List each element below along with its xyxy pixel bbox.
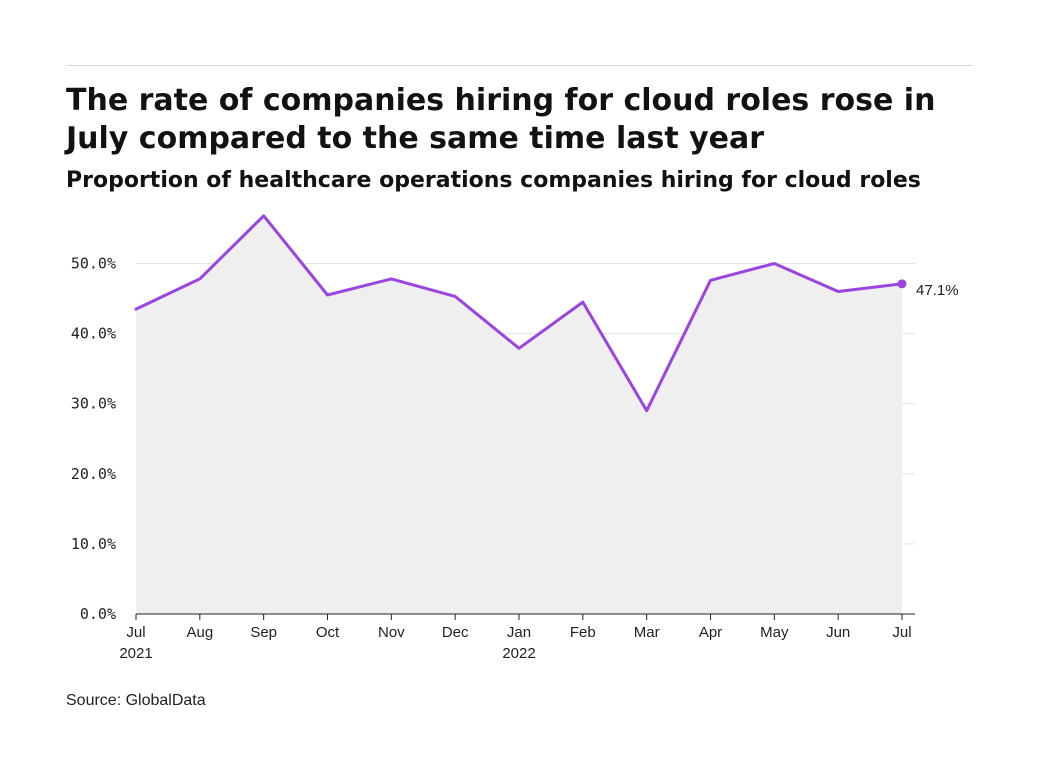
x-tick-label: Jan (507, 624, 531, 641)
x-tick-label: Oct (316, 624, 340, 641)
last-data-point (897, 279, 907, 289)
x-tick-label: Nov (378, 624, 405, 641)
y-tick-label: 50.0% (71, 255, 116, 273)
y-tick-label: 30.0% (71, 395, 116, 413)
x-tick-year-label: 2021 (119, 645, 152, 662)
x-tick-label: Dec (442, 624, 469, 641)
end-value-label: 47.1% (916, 282, 959, 299)
y-tick-label: 40.0% (71, 325, 116, 343)
x-tick-label: Apr (699, 624, 722, 641)
area-fill (136, 215, 902, 615)
y-tick-label: 20.0% (71, 465, 116, 483)
axes (135, 613, 915, 620)
top-rule (66, 65, 973, 66)
x-tick-labels: Jul 2021 Aug Sep Oct Nov Dec Jan 2022 Feb Mar Apr Ma… (119, 624, 911, 662)
x-tick-label: Sep (250, 624, 277, 641)
series-line (134, 214, 904, 413)
y-tick-labels: 0.0% 10.0% 20.0% 30.0% 40.0% 50.0% (71, 255, 116, 624)
x-tick-label: May (760, 624, 789, 641)
x-tick-label: Jun (826, 624, 850, 641)
y-tick-label: 10.0% (71, 535, 116, 553)
x-tick-label: Jul (892, 624, 911, 641)
chart-subtitle: Proportion of healthcare operations comp… (66, 168, 921, 193)
x-tick-year-label: 2022 (502, 645, 535, 662)
y-tick-label: 0.0% (80, 605, 116, 623)
x-tick-label: Aug (186, 624, 213, 641)
chart-title: The rate of companies hiring for cloud r… (66, 83, 936, 156)
x-tick-label: Jul (126, 624, 145, 641)
source-note: Source: GlobalData (66, 692, 206, 709)
data-points (897, 279, 907, 289)
x-tick-label: Mar (634, 624, 660, 641)
x-tick-label: Feb (570, 624, 596, 641)
